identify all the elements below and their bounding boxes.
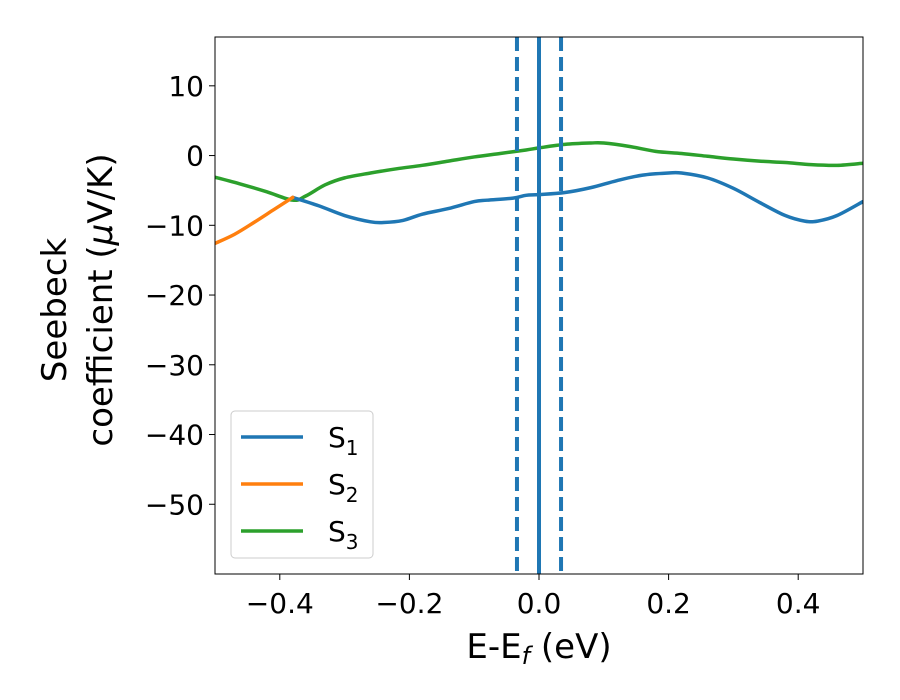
legend-label-s3: S3 [328,515,359,554]
legend-label-s1: S1 [328,421,359,460]
y-axis-label-line1: Seebeck [35,238,75,383]
y-axis-ticks: 10 0 −10 −20 −30 −40 −50 [145,70,215,521]
fermi-vertical-lines [514,37,564,574]
legend: S1 S2 S3 [230,410,374,559]
x-axis-ticks: −0.4 −0.2 0.0 0.2 0.4 [246,574,821,620]
y-tick-label: −10 [145,209,204,242]
x-tick-label: −0.2 [375,587,443,620]
series-line-s1 [291,170,863,225]
series-lines [215,140,863,246]
y-tick-label: −20 [145,279,204,312]
series-line-s3 [215,140,863,203]
y-tick-label: 10 [168,70,204,103]
x-tick-label: 0.4 [776,587,821,620]
series-line-s2 [215,195,295,246]
x-tick-label: 0.2 [646,587,691,620]
x-axis-label: E-Ef (eV) [466,627,611,670]
x-tick-label: −0.4 [246,587,314,620]
y-tick-label: −30 [145,349,204,382]
y-tick-label: 0 [186,140,204,173]
y-tick-label: −40 [145,419,204,452]
y-tick-label: −50 [145,488,204,521]
legend-label-s2: S2 [328,468,359,507]
x-tick-label: 0.0 [517,587,562,620]
y-axis-label-line2: coefficient (μV/K) [81,153,121,446]
